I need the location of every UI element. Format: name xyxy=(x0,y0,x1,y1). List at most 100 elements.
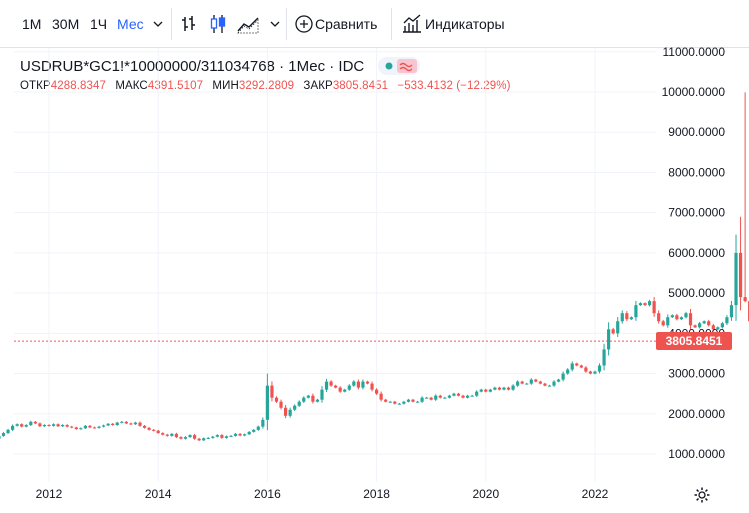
candle-body xyxy=(192,435,197,439)
live-dot-icon xyxy=(385,62,393,70)
candle-body xyxy=(388,401,392,403)
candle-body xyxy=(720,323,724,328)
candle-body xyxy=(302,397,306,402)
candle-body xyxy=(101,425,106,427)
area-chart-button[interactable] xyxy=(236,12,260,36)
candle-body xyxy=(243,434,247,436)
candle-body xyxy=(611,329,615,334)
candle-body xyxy=(675,315,679,320)
bar-chart-button[interactable] xyxy=(180,12,198,36)
candle-body xyxy=(734,252,738,306)
candle-body xyxy=(711,325,715,330)
candle-body xyxy=(356,381,360,388)
candle-body xyxy=(629,317,633,320)
low-value: 3292.2809 xyxy=(238,80,295,92)
candle-body xyxy=(70,426,74,428)
candle-body xyxy=(6,429,10,434)
close-label: ЗАКР xyxy=(303,80,333,92)
candle-body xyxy=(579,365,583,368)
candle-body xyxy=(374,389,379,394)
candle-body xyxy=(652,301,656,314)
candle-body xyxy=(411,399,415,402)
candle-body xyxy=(447,395,451,398)
candle-body xyxy=(188,435,192,438)
candle-body xyxy=(493,387,497,390)
candle-body xyxy=(20,424,24,427)
candle-body xyxy=(420,397,424,402)
settings-gear-icon[interactable] xyxy=(693,486,711,504)
candle-body xyxy=(456,393,461,396)
y-tick-label: 7000.0000 xyxy=(668,206,725,220)
candle-body xyxy=(511,385,515,390)
y-tick-label: 9000.0000 xyxy=(668,125,725,139)
y-tick-label: 2000.0000 xyxy=(668,407,725,421)
indicators-button[interactable]: Индикаторы xyxy=(401,12,505,36)
candle-body xyxy=(684,313,688,318)
interval-month[interactable]: Мес xyxy=(117,16,144,32)
candle-body xyxy=(597,365,602,372)
candle-body xyxy=(106,423,110,426)
candle-body xyxy=(97,426,101,428)
candle-body xyxy=(133,422,138,425)
candle-body xyxy=(215,435,219,437)
toolbar-divider xyxy=(391,8,392,40)
candle-body xyxy=(320,389,324,400)
interval-dropdown[interactable] xyxy=(153,12,163,36)
candle-body xyxy=(470,395,474,397)
candle-body xyxy=(170,433,174,436)
interval-1m[interactable]: 1М xyxy=(22,16,42,32)
x-tick-label: 2016 xyxy=(254,487,281,501)
last-price-tag: 3805.8451 xyxy=(656,332,732,351)
candle-body xyxy=(238,433,242,436)
indicators-label: Индикаторы xyxy=(425,16,505,32)
candle-body xyxy=(688,313,693,326)
symbol-title: USDRUB*GC1!*10000000/311034768 · 1Мес · … xyxy=(20,58,365,75)
y-tick-label: 6000.0000 xyxy=(668,246,725,260)
status-icons xyxy=(385,59,417,73)
y-tick-label: 1000.0000 xyxy=(668,447,725,461)
candle-body xyxy=(570,363,574,370)
candle-body xyxy=(288,409,292,416)
candle-body xyxy=(602,349,606,366)
candle-body xyxy=(283,407,288,416)
candle-body xyxy=(679,317,684,320)
candle-body xyxy=(229,435,233,437)
toolbar-divider xyxy=(171,8,172,40)
candle-body xyxy=(15,424,19,426)
candle-body xyxy=(529,379,533,384)
candle-body xyxy=(716,327,720,330)
plus-circle-icon xyxy=(295,15,313,33)
low-label: МИН xyxy=(212,80,239,92)
candle-body xyxy=(306,395,310,398)
candle-body xyxy=(161,433,165,435)
candle-body xyxy=(552,381,556,386)
y-tick-label: 8000.0000 xyxy=(668,165,725,179)
candle-body xyxy=(42,425,47,427)
candle-body xyxy=(79,428,83,430)
interval-30m[interactable]: 30М xyxy=(52,16,80,32)
candle-body xyxy=(497,387,502,390)
interval-1h[interactable]: 1Ч xyxy=(90,16,108,32)
candle-body xyxy=(10,425,15,430)
high-value: 4391.5107 xyxy=(147,80,204,92)
candle-body xyxy=(479,389,483,392)
wave-icon xyxy=(399,62,413,72)
candle-body xyxy=(506,387,511,390)
candle-body xyxy=(634,305,638,318)
chart-type-dropdown[interactable] xyxy=(270,12,280,36)
candles-button[interactable] xyxy=(209,12,227,36)
status-pill xyxy=(378,57,420,75)
candle-body xyxy=(92,427,97,429)
candle-body xyxy=(202,438,206,441)
candle-body xyxy=(538,381,542,384)
candle-body xyxy=(51,424,56,426)
indicators-icon xyxy=(403,14,421,33)
candle-body xyxy=(434,395,438,400)
candle-body xyxy=(211,436,215,438)
candle-body xyxy=(29,421,33,426)
x-tick-label: 2020 xyxy=(472,487,499,501)
candle-body xyxy=(74,427,78,430)
compare-button[interactable]: Сравнить xyxy=(295,12,377,36)
open-label: ОТКР xyxy=(20,80,51,92)
high-label: МАКС xyxy=(115,80,148,92)
